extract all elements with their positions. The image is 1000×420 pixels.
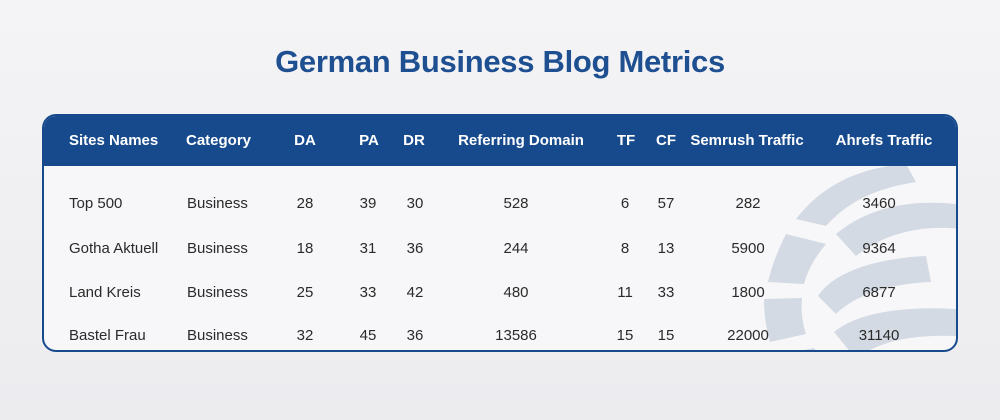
cell-pa: 33 <box>359 284 377 301</box>
cell-da: 25 <box>296 284 314 301</box>
cell-semrush-traffic: 282 <box>735 195 761 212</box>
page-title: German Business Blog Metrics <box>275 44 725 79</box>
cell-dr: 36 <box>406 327 424 344</box>
table-header: Sites Names Category DA PA DR Referring … <box>44 116 956 166</box>
header-tf: TF <box>616 132 636 149</box>
header-dr: DR <box>403 132 425 149</box>
cell-da: 18 <box>296 240 314 257</box>
cell-tf: 6 <box>620 195 630 212</box>
cell-cf: 33 <box>657 284 675 301</box>
cell-tf: 8 <box>620 240 630 257</box>
cell-ahrefs-traffic: 6877 <box>862 284 896 301</box>
cell-site-name: Gotha Aktuell <box>69 240 159 257</box>
header-pa: PA <box>359 132 379 149</box>
cell-cf: 15 <box>657 327 675 344</box>
header-ahrefs-traffic: Ahrefs Traffic <box>835 132 933 149</box>
cell-ahrefs-traffic: 3460 <box>862 195 896 212</box>
cell-cf: 13 <box>657 240 675 257</box>
header-cf: CF <box>656 132 676 149</box>
cell-ahrefs-traffic: 9364 <box>862 240 896 257</box>
globe-icon <box>764 164 956 350</box>
cell-category: Business <box>187 195 248 212</box>
header-semrush-traffic: Semrush Traffic <box>690 132 804 149</box>
cell-cf: 57 <box>657 195 675 212</box>
header-category: Category <box>186 132 252 149</box>
cell-dr: 42 <box>406 284 424 301</box>
cell-site-name: Land Kreis <box>69 284 141 301</box>
cell-da: 32 <box>296 327 314 344</box>
cell-pa: 31 <box>359 240 377 257</box>
cell-pa: 45 <box>359 327 377 344</box>
cell-semrush-traffic: 1800 <box>731 284 765 301</box>
metrics-table: Sites Names Category DA PA DR Referring … <box>42 114 958 352</box>
cell-tf: 15 <box>616 327 634 344</box>
cell-referring-domain: 244 <box>503 240 529 257</box>
cell-referring-domain: 480 <box>503 284 529 301</box>
cell-category: Business <box>187 240 248 257</box>
cell-site-name: Bastel Frau <box>69 327 146 344</box>
cell-category: Business <box>187 284 248 301</box>
cell-da: 28 <box>296 195 314 212</box>
cell-category: Business <box>187 327 248 344</box>
header-referring-domain: Referring Domain <box>458 132 584 149</box>
cell-tf: 11 <box>617 284 633 301</box>
cell-semrush-traffic: 22000 <box>727 327 769 344</box>
cell-referring-domain: 13586 <box>495 327 537 344</box>
header-da: DA <box>294 132 316 149</box>
cell-ahrefs-traffic: 31140 <box>858 327 900 344</box>
cell-site-name: Top 500 <box>69 195 123 212</box>
cell-pa: 39 <box>359 195 377 212</box>
cell-dr: 36 <box>406 240 424 257</box>
header-sites-names: Sites Names <box>69 132 159 149</box>
cell-semrush-traffic: 5900 <box>731 240 765 257</box>
cell-referring-domain: 528 <box>503 195 529 212</box>
cell-dr: 30 <box>406 195 424 212</box>
